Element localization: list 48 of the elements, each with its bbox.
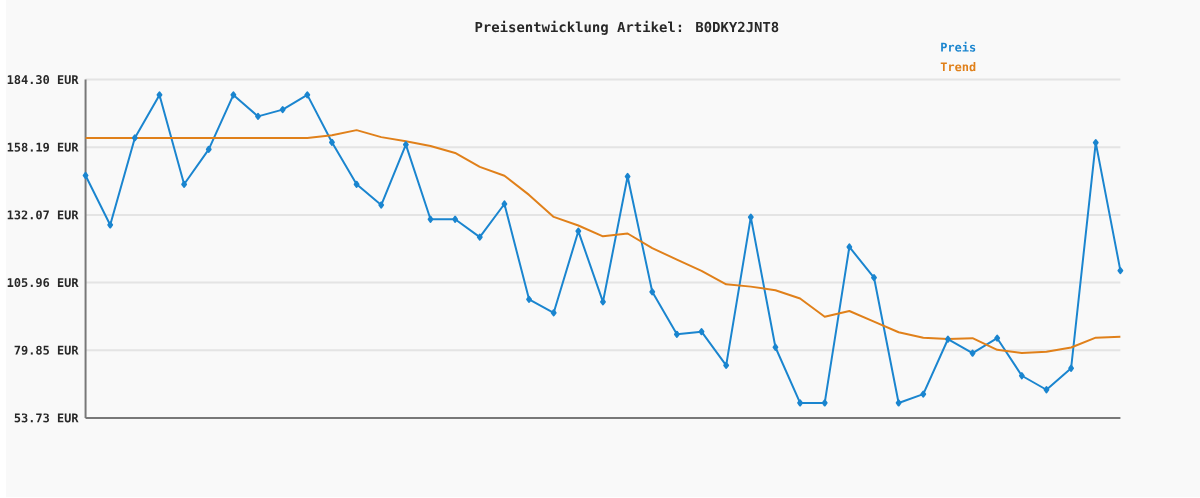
point [944, 335, 951, 344]
point [550, 309, 557, 317]
point [969, 349, 976, 358]
point [402, 141, 409, 149]
point [797, 399, 804, 407]
y-tick-label: 79.85 EUR [14, 345, 79, 356]
text: Preis [941, 42, 976, 52]
point [156, 91, 163, 99]
point [1018, 372, 1025, 380]
point [378, 201, 385, 209]
point [452, 215, 459, 224]
point [698, 328, 705, 336]
y-tick-label: 53.73 EUR [14, 413, 79, 423]
point [600, 298, 606, 306]
point [649, 288, 656, 296]
point [895, 399, 902, 407]
point [82, 172, 89, 180]
point [920, 390, 927, 398]
point [871, 274, 877, 282]
point [279, 106, 286, 114]
point [723, 362, 730, 370]
point [205, 145, 212, 154]
point [131, 134, 138, 142]
point [846, 243, 853, 251]
point [821, 399, 828, 407]
point [501, 200, 508, 208]
point [1117, 267, 1124, 275]
y-tick-label: 158.19 EUR [7, 142, 79, 153]
point [427, 215, 434, 224]
point [772, 343, 779, 352]
y-tick-label: 132.07 EUR [7, 210, 79, 220]
text: Trend [940, 62, 976, 72]
chart-title: Preisentwicklung Artikel: B0DKY2JNT8 [475, 20, 779, 36]
point [575, 227, 582, 235]
y-tick-label: 184.30 EUR [7, 75, 79, 85]
point [1068, 364, 1075, 373]
point [476, 233, 483, 241]
point [353, 180, 360, 189]
point [304, 91, 311, 99]
point [1092, 139, 1099, 147]
point [181, 180, 188, 189]
point [673, 330, 680, 339]
point [107, 221, 114, 229]
point [255, 113, 261, 121]
y-tick-label: 105.96 EUR [7, 278, 79, 288]
point [994, 334, 1001, 343]
point [1043, 386, 1050, 394]
point [230, 91, 237, 99]
